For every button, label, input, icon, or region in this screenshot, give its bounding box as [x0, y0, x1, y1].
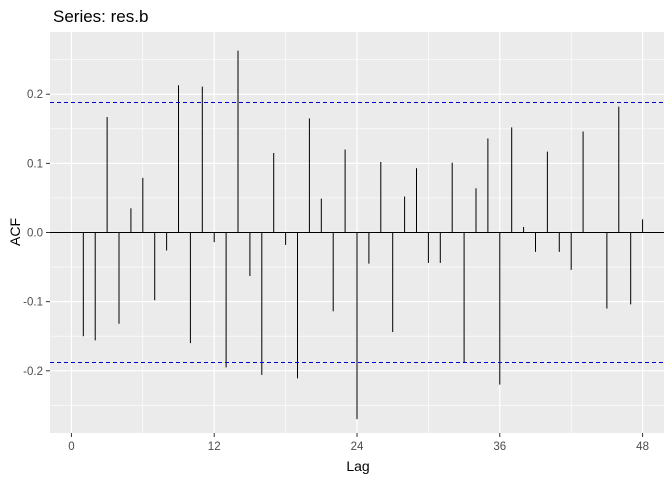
- chart-title: Series: res.b: [53, 7, 148, 26]
- y-tick-label: 0.2: [27, 89, 43, 101]
- x-axis-title: Lag: [346, 458, 369, 474]
- x-tick-label: 48: [636, 441, 649, 453]
- y-tick-label: -0.2: [23, 366, 43, 378]
- x-axis-ticks: 0 12 24 36 48: [68, 433, 649, 453]
- x-tick-label: 0: [68, 441, 74, 453]
- x-tick-label: 12: [208, 441, 221, 453]
- y-axis-title: ACF: [7, 218, 23, 246]
- acf-bars: [82, 50, 644, 420]
- confidence-bounds: [50, 102, 664, 363]
- x-tick-label: 24: [351, 441, 364, 453]
- x-tick-label: 36: [493, 441, 506, 453]
- y-tick-label: -0.1: [23, 297, 43, 309]
- y-tick-label: 0.0: [27, 228, 43, 240]
- y-tick-label: 0.1: [27, 158, 43, 170]
- y-axis-ticks: -0.2 -0.1 0.0 0.1 0.2: [23, 89, 50, 378]
